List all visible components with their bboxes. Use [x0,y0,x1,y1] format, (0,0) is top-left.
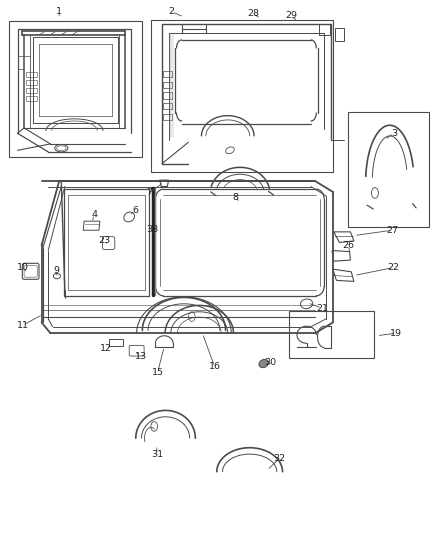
Text: 31: 31 [151,450,163,458]
Bar [109,339,123,346]
Text: 28: 28 [247,9,259,18]
Bar [335,28,344,41]
Text: 30: 30 [265,358,277,367]
Text: 27: 27 [386,226,398,235]
Text: 23: 23 [98,237,110,245]
Bar [348,112,429,227]
Bar [163,103,172,109]
Text: 16: 16 [208,362,221,371]
Text: 26: 26 [342,241,354,249]
Text: 33: 33 [146,225,159,233]
Text: 11: 11 [17,321,29,329]
Bar [163,71,172,77]
Text: 21: 21 [316,304,328,312]
Ellipse shape [259,359,268,368]
Text: 15: 15 [152,368,164,376]
Text: 19: 19 [390,329,403,337]
Bar [163,114,172,120]
Text: 2: 2 [169,7,175,16]
Text: 22: 22 [387,263,399,272]
Text: 32: 32 [273,454,286,463]
Text: 7: 7 [146,189,152,197]
Text: 9: 9 [53,266,59,275]
Bar [26,96,37,101]
Bar [163,82,172,88]
Text: 10: 10 [17,263,29,272]
Text: 12: 12 [100,344,112,353]
Bar [26,80,37,85]
Bar [26,72,37,77]
Text: 4: 4 [91,210,97,219]
Text: 8: 8 [233,193,239,201]
Text: 29: 29 [285,12,297,20]
Text: 1: 1 [56,7,62,16]
Bar [319,24,330,35]
Bar [151,20,333,172]
Text: 3: 3 [391,129,397,138]
Text: 13: 13 [135,352,147,360]
Text: 6: 6 [132,206,138,215]
Bar [163,92,172,99]
Bar [26,88,37,93]
Bar [289,311,374,358]
Bar [9,21,142,157]
